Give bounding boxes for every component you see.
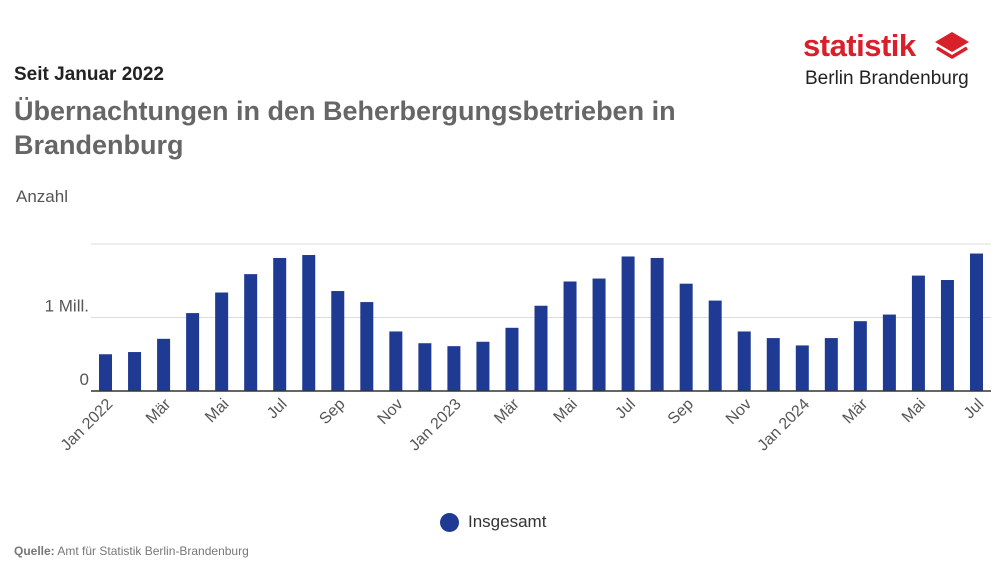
bar [99,354,113,391]
legend-marker [440,512,459,532]
x-tick-label: Jul [961,396,987,422]
bar [447,346,461,391]
logo-subline: Berlin Brandenburg [805,68,969,89]
x-tick-label: Mär [491,395,523,427]
bar [186,313,200,391]
bar [505,327,519,391]
x-tick-label: Sep [665,396,697,428]
bar [157,338,171,391]
bar [940,280,954,391]
x-tick-label: Mai [202,396,232,426]
bar [882,314,896,391]
x-tick-label: Sep [316,396,348,428]
x-tick-label: Nov [723,396,755,428]
bar [331,291,345,391]
legend-label: Insgesamt [468,512,547,531]
y-tick-label: 0 [80,370,89,389]
x-tick-label: Jan 2023 [406,396,465,455]
x-tick-label: Mai [899,396,929,426]
bar [911,275,925,391]
y-axis-unit-label: Anzahl [16,187,68,206]
x-tick-label: Jul [612,396,638,422]
bar [679,283,693,391]
legend[interactable]: Insgesamt [440,511,546,533]
bar [766,338,780,391]
logo-wordmark: statistik [803,28,916,63]
bar [273,257,287,391]
x-tick-label: Nov [375,396,407,428]
bar [853,321,867,391]
bar-chart: 01 Mill.Jan 2022 Mär Mai Jul Sep Nov Jan 2023 M… [45,243,991,455]
x-tick-label: Jan 2022 [58,396,117,455]
bar [795,345,809,391]
bar [969,253,983,391]
x-tick-label: Jan 2024 [755,396,814,455]
bar [534,305,548,391]
bar [215,292,229,391]
y-tick-label: 1 Mill. [45,297,89,316]
bar [824,338,838,391]
bar [737,331,751,391]
statistik-logo: statistik Berlin Brandenburg [803,28,973,93]
x-tick-label: Jul [264,396,290,422]
bar [708,300,722,391]
source-prefix: Quelle: [14,544,55,558]
x-tick-label: Mai [551,396,581,426]
x-tick-label: Mär [840,395,872,427]
stacked-layers-icon [935,32,969,59]
bar [302,255,316,391]
bar [621,256,635,391]
bar [418,343,432,391]
bar [563,281,577,391]
bar [128,352,142,391]
source-text: Amt für Statistik Berlin-Brandenburg [57,544,249,558]
bar [360,302,374,391]
bar [244,274,258,391]
bar [650,257,664,391]
bar [389,331,403,391]
bar [476,341,490,391]
chart-title: Übernachtungen in den Beherbergungsbetri… [14,96,676,160]
bar [592,278,606,391]
chart-subtitle: Seit Januar 2022 [14,64,164,85]
source-note: Quelle: Amt für Statistik Berlin-Branden… [14,544,249,558]
x-tick-label: Mär [143,395,175,427]
